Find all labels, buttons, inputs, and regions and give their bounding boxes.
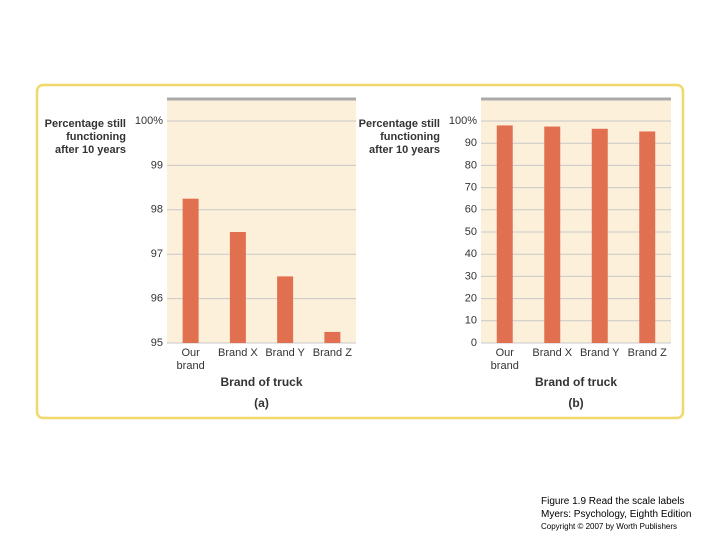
x-tick-label: Brand Z xyxy=(627,347,667,359)
x-tick-label: Brand Y xyxy=(579,347,620,359)
y-tick-label: 100% xyxy=(135,115,163,127)
bar xyxy=(496,125,513,343)
bar xyxy=(324,331,341,343)
y-tick-label: 0 xyxy=(471,337,477,349)
x-tick-label: Brand X xyxy=(218,347,258,359)
bar xyxy=(591,128,608,343)
caption-title: Figure 1.9 Read the scale labels xyxy=(541,496,685,507)
y-tick-label: 10 xyxy=(465,315,477,327)
x-tick-label: Brand X xyxy=(532,347,573,359)
y-tick-label: 80 xyxy=(465,159,477,171)
x-tick-label: Brand Z xyxy=(312,347,352,359)
x-axis-label: Brand of truck xyxy=(534,375,617,389)
bar xyxy=(182,198,199,343)
y-tick-label: 99 xyxy=(151,159,163,171)
x-tick-label: Our brand xyxy=(490,347,519,372)
y-axis-label: Percentage still functioning after 10 ye… xyxy=(358,118,440,156)
y-tick-label: 60 xyxy=(465,204,477,216)
bar xyxy=(229,232,246,343)
y-tick-label: 98 xyxy=(151,204,163,216)
bar xyxy=(544,126,561,343)
panel-label: (b) xyxy=(568,396,584,410)
y-tick-label: 70 xyxy=(465,182,477,194)
y-tick-label: 95 xyxy=(151,337,163,349)
y-tick-label: 40 xyxy=(465,248,477,260)
y-tick-label: 50 xyxy=(465,226,477,238)
y-tick-label: 100% xyxy=(449,115,477,127)
y-tick-label: 30 xyxy=(465,270,477,282)
bar xyxy=(277,276,294,343)
panel-label: (a) xyxy=(254,396,269,410)
y-tick-label: 96 xyxy=(151,293,163,305)
bar xyxy=(639,131,656,343)
caption-source: Myers: Psychology, Eighth Edition xyxy=(541,509,692,520)
x-tick-label: Brand Y xyxy=(265,347,305,359)
x-tick-label: Our brand xyxy=(176,347,205,372)
x-axis-label: Brand of truck xyxy=(220,375,303,389)
y-tick-label: 90 xyxy=(465,137,477,149)
y-axis-label: Percentage still functioning after 10 ye… xyxy=(44,118,126,156)
y-tick-label: 20 xyxy=(465,293,477,305)
caption-copyright: Copyright © 2007 by Worth Publishers xyxy=(541,522,678,531)
y-tick-label: 97 xyxy=(151,248,163,260)
